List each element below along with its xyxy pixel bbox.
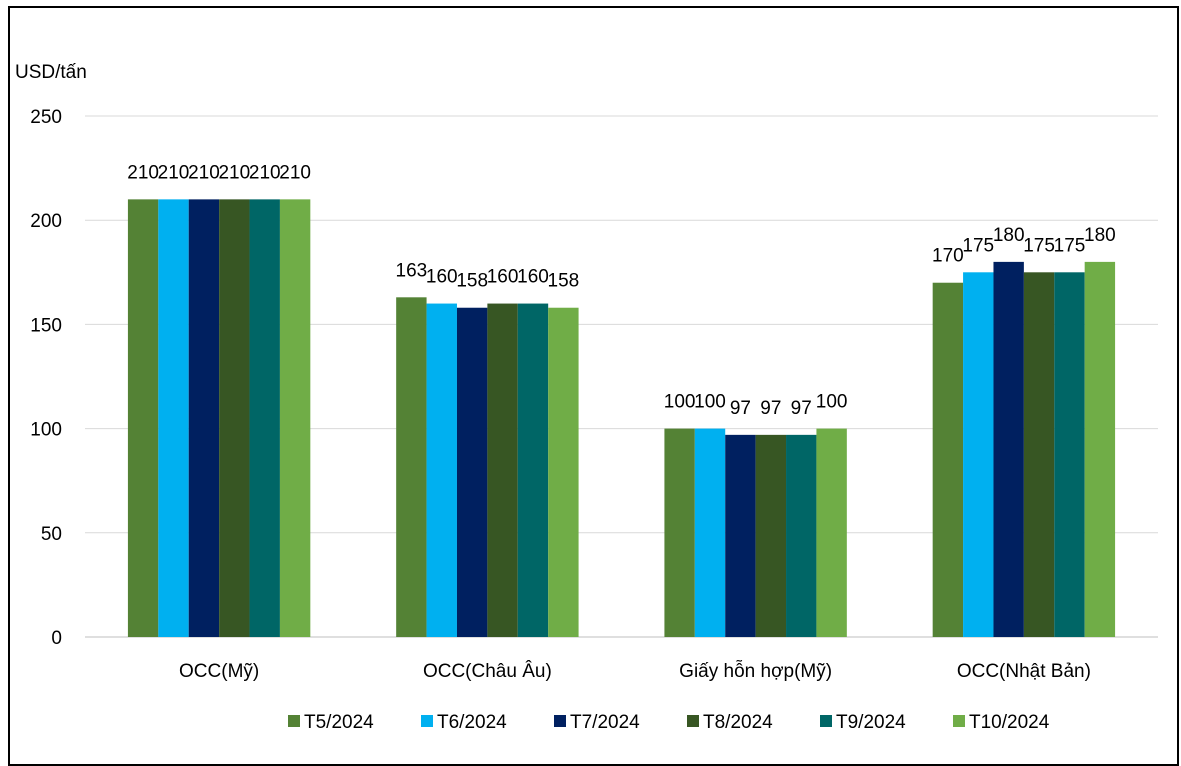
bar	[426, 303, 457, 637]
category-label: OCC(Nhật Bản)	[957, 661, 1091, 682]
category-labels: OCC(Mỹ) OCC(Châu Âu) Giấy hỗn hợp(Mỹ) OCC(N…	[179, 660, 1091, 682]
data-label: 210	[279, 162, 311, 183]
bar	[786, 434, 817, 637]
legend-swatch	[288, 715, 300, 727]
legend-swatch	[687, 715, 699, 727]
y-axis-ticks: 0 50 100 150 200 250	[30, 107, 62, 649]
bar	[932, 282, 964, 637]
bar	[694, 428, 726, 637]
data-label: 210	[127, 162, 159, 183]
data-label: 158	[456, 271, 488, 292]
bar	[1054, 272, 1085, 637]
bar	[517, 303, 549, 637]
bar	[127, 199, 159, 638]
bar	[396, 297, 427, 637]
bar	[188, 199, 220, 638]
bars	[127, 199, 1116, 638]
data-label: 175	[1023, 235, 1055, 256]
y-tick-label: 100	[30, 420, 62, 441]
bar	[249, 199, 280, 638]
bar	[158, 199, 189, 638]
legend-entry: T9/2024	[836, 712, 906, 733]
bar	[548, 307, 579, 637]
legend-swatch	[421, 715, 433, 727]
data-label: 210	[158, 162, 190, 183]
bar	[993, 261, 1024, 637]
data-label: 160	[487, 267, 519, 288]
data-label: 175	[1054, 235, 1086, 256]
legend-entry: T6/2024	[437, 712, 507, 733]
data-label: 97	[760, 398, 781, 419]
data-label: 210	[249, 162, 281, 183]
y-tick-label: 150	[30, 315, 62, 336]
legend-entry: T5/2024	[304, 712, 374, 733]
legend: T5/2024 T6/2024 T7/2024 T8/2024 T9/2024 T10/2…	[288, 712, 1050, 733]
legend-swatch	[554, 715, 566, 727]
bar	[456, 307, 488, 637]
y-axis-unit-label: USD/tấn	[15, 62, 87, 83]
bar	[816, 428, 847, 637]
data-label: 180	[1084, 225, 1116, 246]
data-label: 100	[664, 392, 696, 413]
bar	[963, 272, 994, 637]
category-label: OCC(Châu Âu)	[423, 660, 552, 682]
data-label: 175	[962, 235, 994, 256]
data-label: 158	[548, 271, 580, 292]
legend-swatch	[820, 715, 832, 727]
data-label: 210	[218, 162, 250, 183]
y-tick-label: 200	[30, 211, 62, 232]
bar	[725, 434, 756, 637]
data-label: 180	[993, 225, 1025, 246]
data-label: 160	[517, 267, 549, 288]
y-tick-label: 250	[30, 107, 62, 128]
data-label: 100	[694, 392, 726, 413]
category-label: Giấy hỗn hợp(Mỹ)	[679, 660, 832, 682]
bar	[487, 303, 518, 637]
data-labels: 2102102102102102101631601581601601581001…	[127, 162, 1115, 418]
data-label: 97	[791, 398, 812, 419]
legend-entry: T10/2024	[969, 712, 1050, 733]
bar	[219, 199, 250, 638]
data-label: 160	[426, 267, 458, 288]
data-label: 163	[396, 260, 428, 281]
category-label: OCC(Mỹ)	[179, 661, 259, 682]
data-label: 97	[730, 398, 751, 419]
data-label: 170	[932, 246, 964, 267]
y-tick-label: 50	[41, 524, 62, 545]
bar	[1084, 261, 1116, 637]
y-tick-label: 0	[51, 628, 62, 649]
data-label: 210	[188, 162, 220, 183]
bar	[664, 428, 695, 637]
data-label: 100	[816, 392, 848, 413]
legend-swatch	[953, 715, 965, 727]
legend-entry: T7/2024	[570, 712, 640, 733]
bar	[279, 199, 311, 638]
bar	[755, 434, 787, 637]
legend-entry: T8/2024	[703, 712, 773, 733]
bar	[1023, 272, 1055, 637]
